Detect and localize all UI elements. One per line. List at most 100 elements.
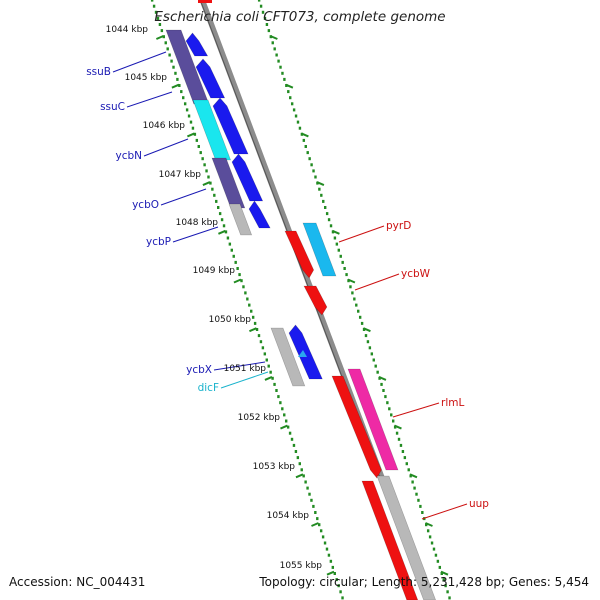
ruler-tick <box>296 120 300 124</box>
ruler-tick <box>368 346 372 350</box>
gene-label-ycbP: ycbP <box>146 236 171 248</box>
gene-arrow <box>212 97 249 155</box>
ruler-tick <box>211 187 214 191</box>
ruler-tick <box>185 108 189 112</box>
ruler-tick <box>448 596 451 600</box>
ruler-tick <box>386 401 389 405</box>
ruler-tick <box>207 175 210 179</box>
ruler-tick <box>337 584 340 588</box>
ruler-tick <box>195 138 199 142</box>
ruler-tick <box>288 431 292 435</box>
ruler-tick <box>294 114 298 118</box>
ruler-tick <box>298 126 302 130</box>
gene-label-rlmL: rlmL <box>441 397 464 409</box>
ruler-tick <box>284 419 288 423</box>
ruler-tick <box>428 535 432 539</box>
ruler-tick <box>327 553 331 557</box>
map-title: Escherichia coli CFT073, complete genome <box>154 9 446 25</box>
gene-block-ycbP <box>228 203 253 236</box>
ruler-tick <box>335 578 338 582</box>
ruler-tick <box>289 96 292 100</box>
ruler-tick <box>411 480 414 484</box>
ruler-tick <box>339 254 342 258</box>
ruler-tick <box>267 29 271 33</box>
ruler-tick <box>201 157 204 161</box>
ruler-tick <box>376 370 379 374</box>
gene-block-uup-alt <box>376 475 436 600</box>
kbp-label: 1052 kbp <box>238 413 281 423</box>
ruler-tick <box>318 187 321 191</box>
ruler-tick <box>230 248 233 252</box>
ruler-tick <box>308 492 311 496</box>
ruler-tick <box>372 358 375 362</box>
ruler-tick <box>162 35 165 39</box>
ruler-tick <box>360 321 364 325</box>
ruler-tick <box>294 450 298 453</box>
ruler-tick <box>216 206 220 209</box>
leader-ssuB <box>112 51 167 73</box>
ruler-tick <box>341 596 344 600</box>
ruler-tick <box>240 279 243 283</box>
kbp-label: 1050 kbp <box>209 315 252 325</box>
ruler-tick <box>242 285 245 289</box>
ruler-tick <box>290 437 294 441</box>
ruler-tick <box>267 364 270 368</box>
ruler-tick <box>259 4 263 8</box>
ruler-tick <box>290 102 294 106</box>
kbp-label: 1044 kbp <box>106 25 149 35</box>
ruler-tick <box>193 132 197 136</box>
ruler-tick <box>304 145 307 148</box>
ruler-major-tick <box>363 327 371 333</box>
ruler-tick <box>388 407 391 411</box>
kbp-label: 1055 kbp <box>280 561 323 571</box>
ruler-tick <box>218 212 222 216</box>
ruler-tick <box>393 425 397 429</box>
ruler-tick <box>345 273 348 277</box>
kbp-label: 1053 kbp <box>253 462 296 472</box>
ruler-tick <box>355 303 358 307</box>
ruler-tick <box>351 291 354 295</box>
ruler-tick <box>444 584 447 588</box>
ruler-tick <box>180 90 183 94</box>
ruler-tick <box>187 114 191 118</box>
ruler-tick <box>191 126 195 130</box>
ruler-tick <box>281 407 284 411</box>
ruler-tick <box>409 474 412 478</box>
ruler-tick <box>321 535 325 539</box>
ruler-major-tick <box>440 570 449 576</box>
ruler-tick <box>413 486 416 490</box>
ruler-tick <box>265 23 269 26</box>
right-tick-ruler <box>257 0 451 600</box>
leader-ycbN <box>143 138 189 157</box>
ruler-tick <box>426 529 430 533</box>
ruler-tick <box>263 16 267 20</box>
ruler-tick <box>306 486 309 490</box>
kbp-label: 1045 kbp <box>125 73 168 83</box>
ruler-tick <box>312 504 315 508</box>
ruler-tick <box>333 572 336 575</box>
ruler-tick <box>220 218 224 222</box>
ruler-tick <box>286 425 290 429</box>
ruler-tick <box>279 401 282 405</box>
ruler-major-tick <box>378 375 387 381</box>
gene-label-dicF: dicF <box>198 382 219 394</box>
ruler-major-tick <box>171 83 180 89</box>
ruler-tick <box>279 65 282 69</box>
ruler-tick <box>292 108 296 112</box>
ruler-tick <box>407 468 410 472</box>
gene-block-uup <box>361 480 419 600</box>
ruler-tick <box>390 413 393 417</box>
ruler-tick <box>215 199 218 203</box>
ruler-tick <box>197 145 200 148</box>
ruler-tick <box>419 504 422 508</box>
ruler-tick <box>323 206 327 209</box>
ruler-tick <box>152 4 156 8</box>
gene-arrow <box>195 58 226 99</box>
ruler-tick <box>436 559 440 563</box>
ruler-tick <box>319 529 323 533</box>
topology-text: Topology: circular; Length: 5,231,428 bp… <box>259 575 589 589</box>
ruler-tick <box>246 297 249 301</box>
ruler-tick <box>251 315 255 319</box>
ruler-major-tick <box>202 181 211 187</box>
